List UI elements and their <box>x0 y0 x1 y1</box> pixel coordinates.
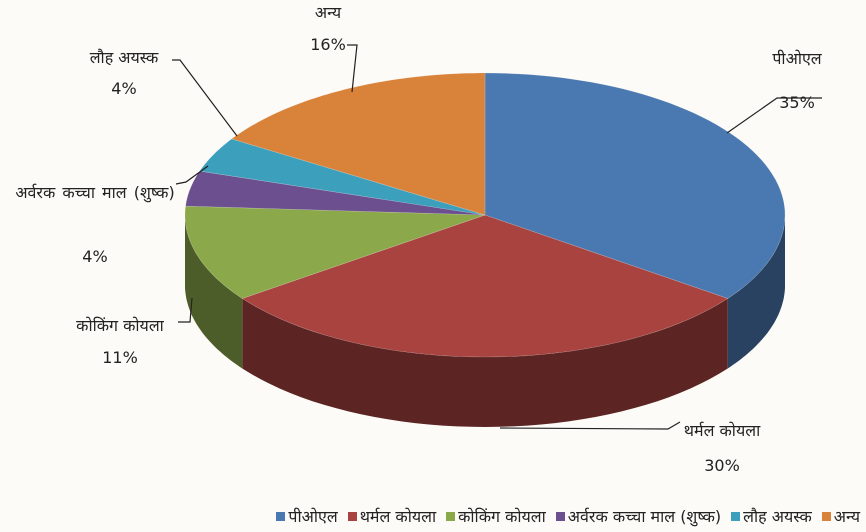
slice <box>185 170 486 216</box>
legend-swatch <box>276 511 286 521</box>
slice <box>184 205 486 299</box>
leader-line <box>172 59 238 137</box>
percent-label: 4% <box>111 79 137 98</box>
legend-item: लौह अयस्क <box>731 505 812 527</box>
slice-label: अर्वरक कच्चा माल (शुष्क) <box>15 183 175 202</box>
slice-label: कोकिंग कोयला <box>76 316 164 335</box>
legend-label: पीओएल <box>288 507 338 526</box>
percent-label: 30% <box>704 456 740 475</box>
legend-label: लौह अयस्क <box>743 507 812 526</box>
leader-line <box>347 44 358 93</box>
leader-line <box>726 97 822 134</box>
slice <box>199 138 486 216</box>
slice <box>484 72 786 299</box>
slice-label: अन्य <box>314 3 342 22</box>
legend-item: अर्वरक कच्चा माल (शुष्क) <box>555 505 722 527</box>
legend-item: कोकिंग कोयला <box>446 505 546 527</box>
leader-line <box>178 297 193 323</box>
slice-label: पीओएल <box>772 49 822 68</box>
legend-label: अर्वरक कच्चा माल (शुष्क) <box>567 507 722 526</box>
percent-label: 11% <box>102 348 138 367</box>
slice-side <box>727 215 785 369</box>
legend-swatch <box>731 511 741 521</box>
slice-side <box>185 215 243 369</box>
slice-label: लौह अयस्क <box>89 48 159 67</box>
legend-item: थर्मल कोयला <box>347 505 437 527</box>
legend-item: पीओएल <box>276 505 338 527</box>
legend: पीओएल थर्मल कोयला कोकिंग कोयला अर्वरक कच्चा… <box>276 505 860 527</box>
slice <box>241 214 729 358</box>
legend-swatch <box>347 511 357 521</box>
slice-side <box>242 298 728 427</box>
percent-label: 4% <box>82 247 108 266</box>
percent-label: 16% <box>310 35 346 54</box>
legend-swatch <box>446 511 456 521</box>
legend-label: थर्मल कोयला <box>359 507 437 526</box>
slice <box>231 72 486 216</box>
percent-label: 35% <box>779 93 815 112</box>
legend-label: अन्य <box>833 507 860 526</box>
slice-label: थर्मल कोयला <box>683 421 761 440</box>
leader-line <box>175 165 209 185</box>
legend-label: कोकिंग कोयला <box>458 507 546 526</box>
legend-item: अन्य <box>821 505 860 527</box>
legend-swatch <box>555 511 565 521</box>
legend-swatch <box>821 511 831 521</box>
leader-line <box>499 421 681 430</box>
